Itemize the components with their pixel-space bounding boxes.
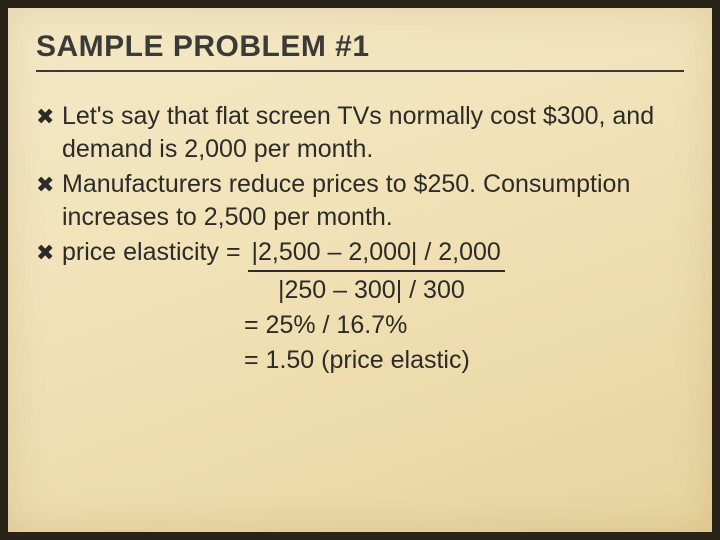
slide-body: ✖ Let's say that flat screen TVs normall…	[36, 100, 684, 377]
elasticity-denominator: |250 – 300| / 300	[278, 274, 684, 307]
elasticity-line: price elasticity = |2,500 – 2,000| / 2,0…	[62, 236, 684, 272]
elasticity-result: = 1.50 (price elastic)	[244, 344, 684, 377]
bullet-item: ✖ Let's say that flat screen TVs normall…	[36, 100, 684, 166]
bullet-mark-icon: ✖	[36, 100, 62, 166]
bullet-mark-icon: ✖	[36, 236, 62, 272]
bullet-mark-icon: ✖	[36, 168, 62, 234]
elasticity-step-pct: = 25% / 16.7%	[244, 309, 684, 342]
elasticity-label: price elasticity =	[62, 238, 241, 266]
calc-block: |250 – 300| / 300 = 25% / 16.7% = 1.50 (…	[244, 274, 684, 377]
bullet-item-elasticity: ✖ price elasticity = |2,500 – 2,000| / 2…	[36, 236, 684, 272]
slide: SAMPLE PROBLEM #1 ✖ Let's say that flat …	[8, 8, 712, 532]
bullet-item: ✖ Manufacturers reduce prices to $250. C…	[36, 168, 684, 234]
bullet-text: Let's say that flat screen TVs normally …	[62, 100, 684, 166]
bullet-text: Manufacturers reduce prices to $250. Con…	[62, 168, 684, 234]
elasticity-numerator: |2,500 – 2,000| / 2,000	[248, 236, 505, 272]
slide-title: SAMPLE PROBLEM #1	[36, 30, 684, 72]
